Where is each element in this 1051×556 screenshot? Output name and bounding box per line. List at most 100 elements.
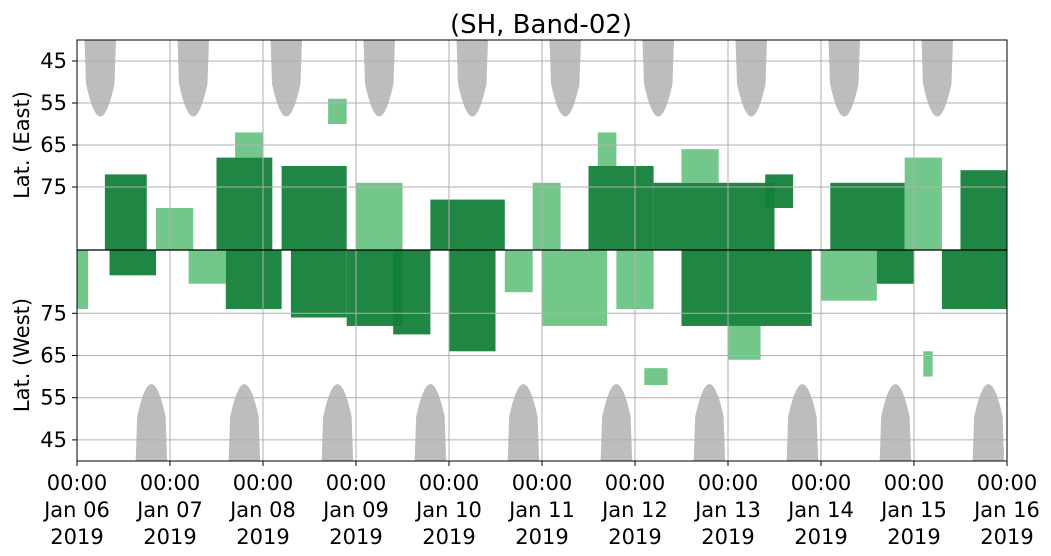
- x-tick-label-line: 00:00: [326, 471, 387, 495]
- activity-east-16: [960, 170, 1007, 250]
- activity-east-8: [532, 182, 561, 250]
- x-tick-label-line: Jan 11: [507, 498, 575, 522]
- night-region-west-8: [879, 384, 912, 461]
- night-region-east-3: [363, 40, 395, 117]
- x-tick-label-line: Jan 07: [135, 498, 203, 522]
- x-tick-label-line: Jan 06: [42, 498, 110, 522]
- activity-west-13: [728, 325, 761, 360]
- y-tick-label-west-0: 75: [40, 301, 67, 325]
- night-region-west-4: [507, 384, 540, 461]
- activity-west-12: [681, 250, 812, 326]
- x-tick-label-line: 00:00: [977, 471, 1038, 495]
- y-tick-label-west-1: 65: [40, 344, 67, 368]
- activity-east-9: [588, 166, 654, 250]
- night-region-east-8: [828, 40, 860, 117]
- activity-east-7: [430, 199, 505, 250]
- x-tick-label-line: 2019: [794, 525, 847, 549]
- x-tick-label-8: 00:00 Jan 14 2019: [786, 471, 854, 549]
- x-tick-label-line: 2019: [143, 525, 196, 549]
- activity-east-0: [104, 174, 147, 250]
- x-tick-label-line: 00:00: [698, 471, 759, 495]
- activity-west-9: [542, 250, 608, 326]
- activity-east-15: [904, 157, 942, 250]
- x-tick-label-line: 2019: [608, 525, 661, 549]
- night-region-east-2: [270, 40, 302, 117]
- x-tick-label-line: 2019: [236, 525, 289, 549]
- activity-east-14: [830, 182, 905, 250]
- activity-west-16: [923, 351, 933, 377]
- night-region-west-0: [135, 384, 168, 461]
- y-tick-label-east-2: 65: [40, 133, 67, 157]
- y-axis-label-east: Lat. (East): [10, 91, 34, 199]
- activity-west-3: [225, 250, 282, 310]
- x-tick-label-line: Jan 12: [600, 498, 668, 522]
- x-tick-label-2: 00:00 Jan 08 2019: [228, 471, 296, 549]
- activity-west-11: [644, 368, 668, 386]
- activity-west-4: [290, 250, 347, 318]
- x-tick-label-line: 2019: [50, 525, 103, 549]
- x-tick-label-1: 00:00 Jan 07 2019: [135, 471, 203, 549]
- x-tick-label-line: 2019: [701, 525, 754, 549]
- night-region-east-9: [921, 40, 953, 117]
- night-region-east-6: [642, 40, 674, 117]
- x-tick-label-7: 00:00 Jan 13 2019: [693, 471, 761, 549]
- activity-west-8: [504, 250, 533, 293]
- activity-east-12: [681, 149, 719, 183]
- night-region-west-2: [321, 384, 354, 461]
- night-region-east-1: [177, 40, 209, 117]
- y-tick-label-west-2: 55: [40, 386, 67, 410]
- x-tick-label-line: 00:00: [791, 471, 852, 495]
- x-tick-label-line: 00:00: [605, 471, 666, 495]
- night-region-east-4: [456, 40, 488, 117]
- x-tick-label-line: 2019: [329, 525, 382, 549]
- x-tick-label-line: Jan 16: [972, 498, 1040, 522]
- activity-east-2: [216, 157, 273, 250]
- activity-west-0: [77, 250, 89, 310]
- x-tick-label-5: 00:00 Jan 11 2019: [507, 471, 575, 549]
- night-region-west-7: [786, 384, 819, 461]
- x-tick-label-10: 00:00 Jan 16 2019: [972, 471, 1040, 549]
- night-region-west-3: [414, 384, 447, 461]
- x-tick-label-line: 00:00: [140, 471, 201, 495]
- activity-east-6: [356, 182, 403, 250]
- y-tick-label-east-3: 75: [40, 175, 67, 199]
- x-tick-label-0: 00:00 Jan 06 2019: [42, 471, 110, 549]
- night-region-west-5: [600, 384, 633, 461]
- x-tick-label-line: 2019: [887, 525, 940, 549]
- x-tick-label-line: 00:00: [419, 471, 480, 495]
- x-tick-label-3: 00:00 Jan 09 2019: [321, 471, 389, 549]
- y-axis-label-west: Lat. (West): [10, 298, 34, 412]
- night-region-east-7: [735, 40, 767, 117]
- x-tick-label-line: 2019: [515, 525, 568, 549]
- night-region-east-5: [549, 40, 581, 117]
- y-tick-label-east-0: 45: [40, 49, 67, 73]
- x-tick-label-line: 00:00: [884, 471, 945, 495]
- activity-west-14: [821, 250, 877, 301]
- x-tick-label-line: Jan 13: [693, 498, 761, 522]
- activity-east-4: [281, 166, 347, 250]
- activity-east-10: [597, 132, 617, 166]
- x-tick-label-line: 00:00: [233, 471, 294, 495]
- x-tick-label-line: Jan 14: [786, 498, 854, 522]
- night-region-west-9: [972, 384, 1005, 461]
- activity-east-13: [765, 174, 794, 208]
- x-tick-label-9: 00:00 Jan 15 2019: [879, 471, 947, 549]
- x-tick-label-6: 00:00 Jan 12 2019: [600, 471, 668, 549]
- activity-east-1: [156, 208, 194, 250]
- chart-title: (SH, Band-02): [450, 10, 632, 40]
- night-region-west-6: [693, 384, 726, 461]
- y-tick-label-west-3: 45: [40, 428, 67, 452]
- x-tick-label-line: 2019: [980, 525, 1033, 549]
- activity-west-6: [393, 250, 431, 335]
- activity-west-2: [188, 250, 226, 284]
- x-tick-label-line: 2019: [422, 525, 475, 549]
- x-tick-label-line: Jan 09: [321, 498, 389, 522]
- x-tick-label-4: 00:00 Jan 10 2019: [414, 471, 482, 549]
- x-tick-label-line: Jan 08: [228, 498, 296, 522]
- night-region-west-1: [228, 384, 261, 461]
- activity-west-15: [876, 250, 914, 284]
- activity-east-11: [653, 182, 775, 250]
- plot-inner: [77, 40, 1007, 461]
- activity-west-1: [109, 250, 157, 276]
- y-tick-label-east-1: 55: [40, 91, 67, 115]
